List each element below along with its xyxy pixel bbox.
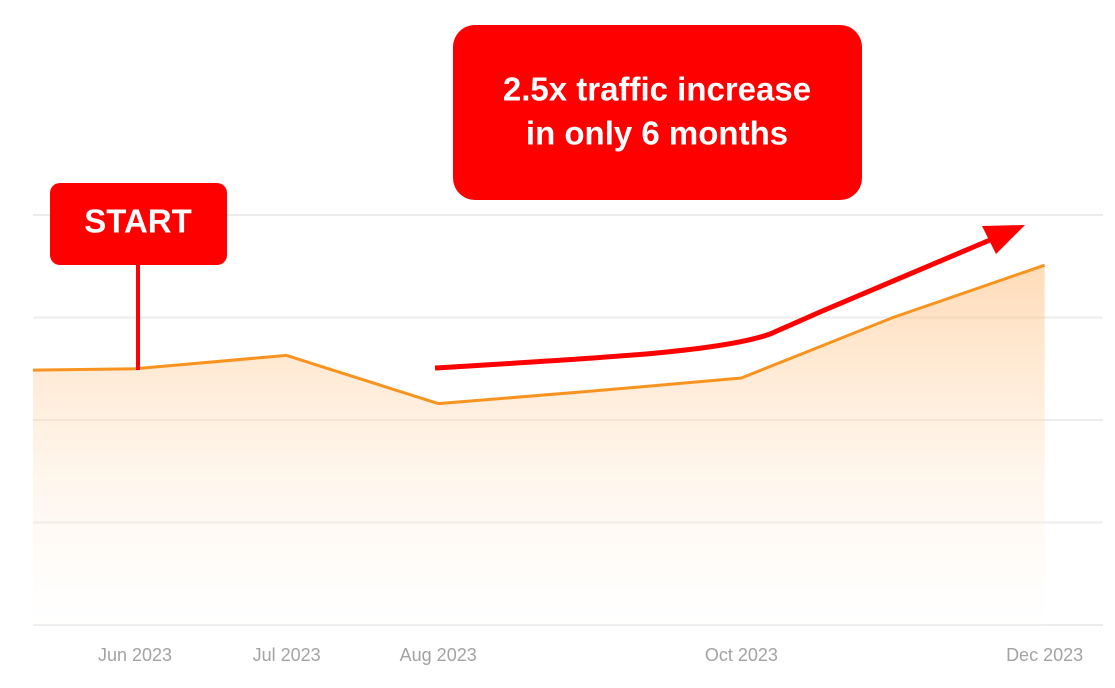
line	[33, 263, 1046, 406]
start-box	[50, 183, 227, 265]
trend-arrow	[434, 237, 991, 371]
x-tick-label: Jun 2023	[98, 645, 172, 665]
callout-box	[453, 25, 862, 200]
x-tick-label: Oct 2023	[705, 645, 778, 665]
x-tick-label: Dec 2023	[1006, 645, 1083, 665]
start-label: START	[84, 203, 192, 240]
area-fill	[33, 265, 1045, 625]
x-tick-label: Aug 2023	[400, 645, 477, 665]
callout-line: 2.5x traffic increase	[503, 71, 811, 108]
x-tick-label: Jul 2023	[253, 645, 321, 665]
trend-arrowhead	[982, 225, 1025, 254]
callout-line: in only 6 months	[526, 115, 788, 152]
